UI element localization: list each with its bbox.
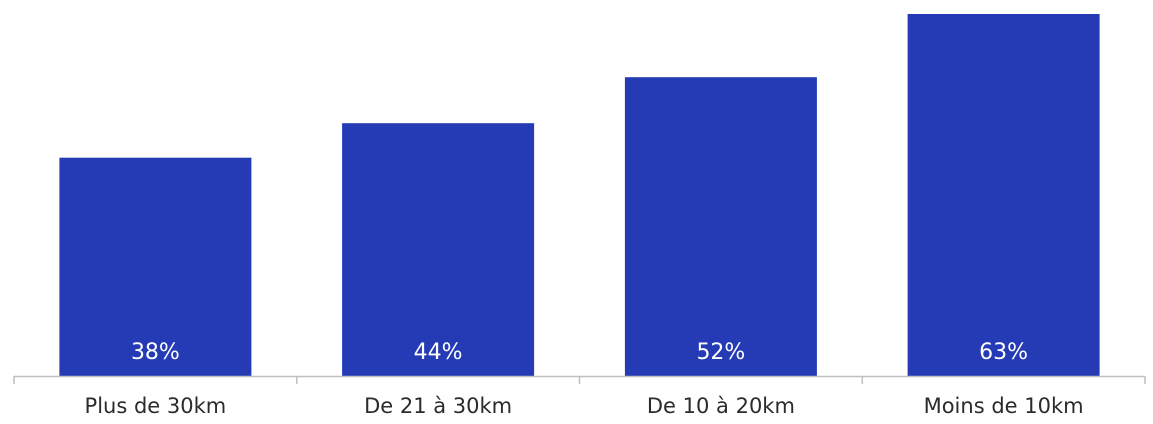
bar-moins-de-10km (907, 14, 1100, 376)
value-label-de-21-a-30km: 44% (414, 340, 463, 365)
bar-de-21-a-30km (342, 123, 535, 376)
tick-label-plus-de-30km: Plus de 30km (85, 394, 227, 418)
x-axis-ticks (13, 376, 1146, 384)
bar-de-10-a-20km (624, 77, 817, 376)
value-labels-group: 38% 44% 52% 63% (131, 340, 1028, 365)
tick-label-de-10-a-20km: De 10 à 20km (647, 394, 795, 418)
value-label-moins-de-10km: 63% (979, 340, 1028, 365)
tick-label-de-21-a-30km: De 21 à 30km (364, 394, 512, 418)
x-axis-tick-labels: Plus de 30km De 21 à 30km De 10 à 20km Moin… (85, 394, 1084, 418)
bar-plus-de-30km (59, 157, 252, 376)
bars-group (59, 14, 1100, 376)
tick-label-moins-de-10km: Moins de 10km (924, 394, 1084, 418)
value-label-de-10-a-20km: 52% (696, 340, 745, 365)
value-label-plus-de-30km: 38% (131, 340, 180, 365)
